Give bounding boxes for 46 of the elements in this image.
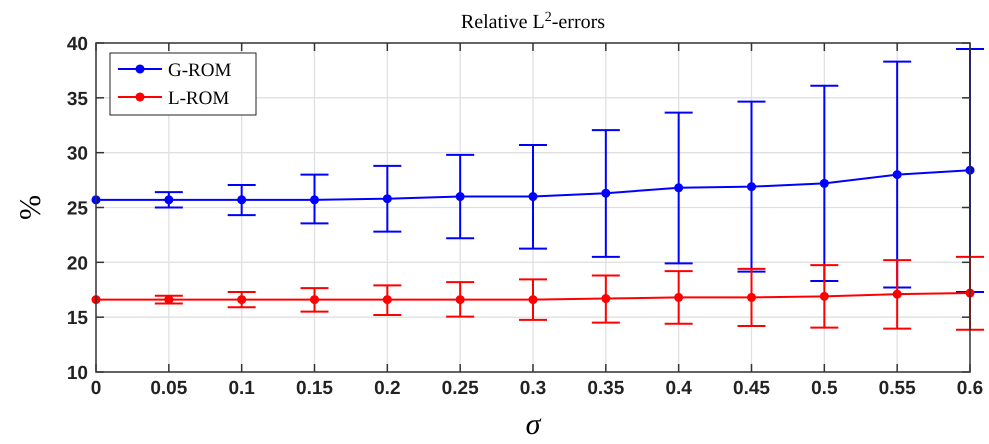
chart-title: Relative L$^{2}$-errors [460,10,606,33]
point [892,170,902,180]
point [237,295,246,304]
point [456,192,465,202]
y-tick-label: 25 [66,198,88,220]
y-tick-label: 20 [66,253,88,274]
x-tick-label: 0.35 [587,378,625,399]
y-tick-label: 40 [66,34,88,55]
y-tick-label: 15 [66,308,88,330]
point [310,295,320,304]
point [382,295,392,304]
x-tick-label: 0.45 [733,378,770,399]
x-tick-label: 0.6 [956,378,984,399]
y-tick-label: 10 [66,363,88,384]
point [892,290,902,299]
point [674,292,684,302]
y-axis-title: % [14,195,47,220]
point [601,188,610,198]
x-tick-label: 0 [90,378,102,399]
point [746,292,756,302]
point [674,183,684,192]
point [164,195,174,204]
point [820,178,829,188]
x-tick-label: 0.1 [228,378,256,399]
point [382,194,392,204]
y-tick-label: 35 [66,88,88,110]
x-tick-label: 0.2 [374,378,401,399]
x-tick-label: 0.55 [878,378,916,399]
legend-label: L-ROM [168,88,230,109]
x-tick-label: 0.25 [442,378,480,399]
point [820,292,829,301]
x-tick-label: 0.4 [665,378,692,399]
point [601,294,610,304]
point [237,195,246,204]
point [310,195,320,204]
legend-label: G-ROM [168,60,232,81]
y-tick-label: 30 [66,144,88,165]
x-tick-label: 0.5 [811,378,838,399]
x-tick-label: 0.15 [296,378,334,399]
x-axis-title: σ [526,408,542,441]
point [528,192,538,202]
point [746,182,756,192]
point [528,295,538,304]
point [456,295,465,304]
x-tick-label: 0.3 [520,378,546,399]
x-tick-label: 0.05 [150,378,188,399]
